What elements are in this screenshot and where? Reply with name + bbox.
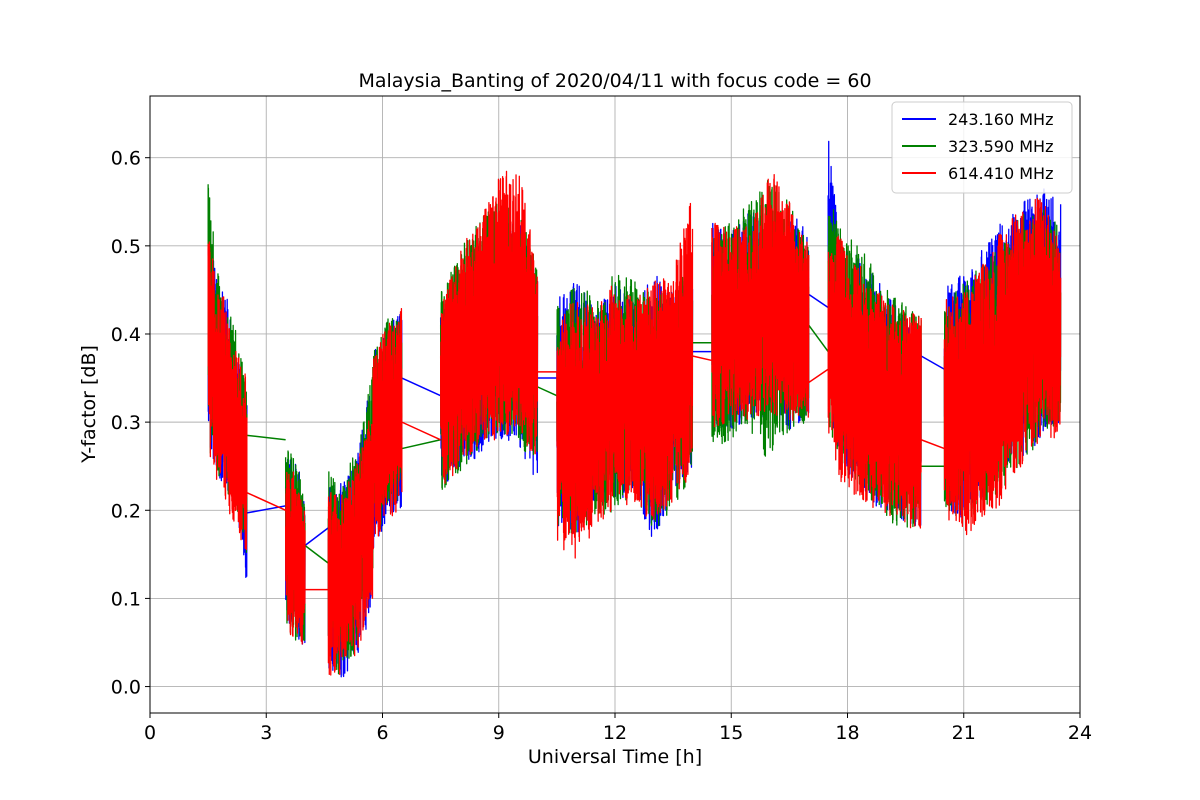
x-tick-label: 21: [952, 722, 976, 744]
series-trace: [327, 420, 374, 676]
series-trace: [372, 307, 403, 550]
x-tick-label: 0: [144, 722, 156, 744]
series-trace: [284, 471, 306, 645]
x-axis-label: Universal Time [h]: [528, 746, 702, 768]
series-3: [207, 170, 1062, 676]
series-connector: [692, 355, 713, 362]
legend-label: 614.410 MHz: [948, 164, 1053, 183]
series-connector: [401, 439, 441, 450]
series-group: [207, 140, 1062, 678]
series-trace: [943, 197, 1062, 536]
legend: 243.160 MHz 323.590 MHz 614.410 MHz: [891, 101, 1073, 194]
x-tick-label: 12: [603, 722, 627, 744]
series-connector: [304, 527, 329, 547]
x-tick-label: 15: [719, 722, 743, 744]
y-tick-label: 0.6: [111, 148, 141, 170]
legend-label: 323.590 MHz: [948, 137, 1053, 156]
legend-box: [891, 101, 1073, 194]
series-connector: [537, 386, 558, 397]
series-trace: [827, 235, 922, 529]
series-connector: [246, 491, 286, 511]
y-axis-label: Y-factor [dB]: [78, 345, 100, 464]
y-tick-label: 0.5: [111, 236, 141, 258]
legend-label: 243.160 MHz: [948, 110, 1053, 129]
y-tick-label: 0.1: [111, 588, 141, 610]
y-tick-label: 0.0: [111, 677, 141, 699]
series-connector: [246, 434, 286, 441]
series-connector: [920, 355, 945, 370]
y-tick-label: 0.3: [111, 412, 141, 434]
chart-title: Malaysia_Banting of 2020/04/11 with focu…: [358, 70, 871, 92]
x-tick-label: 6: [376, 722, 388, 744]
x-tick-label: 24: [1068, 722, 1092, 744]
series-connector: [808, 368, 829, 384]
series-connector: [401, 377, 441, 397]
x-tick-label: 18: [835, 722, 859, 744]
series-trace: [439, 170, 539, 484]
series-connector: [304, 544, 329, 564]
axis-ticks: 0 3 6 9 12 15 18 21 24 0.0 0.1 0.2 0.3 0.4 0.5 0.6: [111, 148, 1092, 744]
x-tick-label: 3: [260, 722, 272, 744]
series-trace: [711, 174, 810, 428]
series-trace: [556, 202, 694, 559]
series-trace: [207, 241, 248, 551]
series-connector: [808, 293, 829, 309]
y-tick-label: 0.2: [111, 500, 141, 522]
series-connector: [808, 324, 829, 353]
x-tick-label: 9: [493, 722, 505, 744]
series-connector: [401, 421, 441, 441]
series-connector: [920, 439, 945, 450]
y-tick-label: 0.4: [111, 324, 141, 346]
